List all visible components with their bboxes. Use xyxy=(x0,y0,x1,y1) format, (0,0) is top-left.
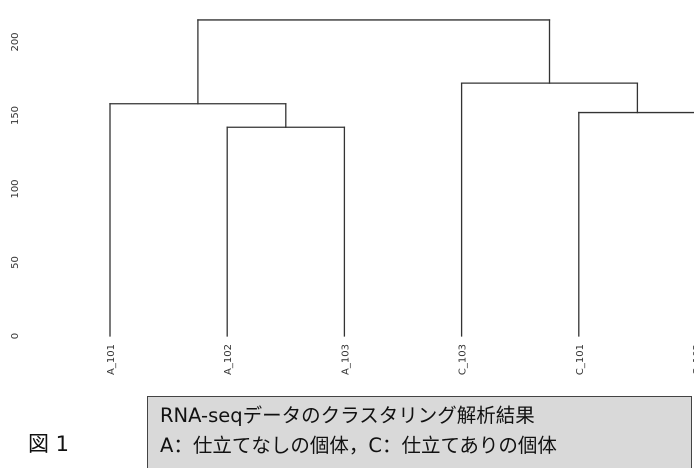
dendrogram-branches xyxy=(109,19,694,337)
figure-number-label: 図 1 xyxy=(28,432,70,456)
leaf-label: C_101 xyxy=(575,344,586,375)
leaf-label: C_102 xyxy=(692,344,694,375)
caption-line-2: A：仕立てなしの個体，C：仕立てありの個体 xyxy=(160,434,557,457)
leaf-label: A_103 xyxy=(340,344,351,375)
figure-caption: RNA-seqデータのクラスタリング解析結果 A：仕立てなしの個体，C：仕立てあ… xyxy=(147,396,692,468)
leaf-label: A_102 xyxy=(223,344,234,375)
y-tick-label: 0 xyxy=(10,333,21,339)
leaf-labels: A_101 A_102 A_103 C_103 C_101 C_102 xyxy=(106,344,694,375)
y-axis: 0 50 100 150 200 xyxy=(10,32,21,339)
y-tick-label: 100 xyxy=(10,179,21,198)
y-tick-label: 50 xyxy=(10,256,21,269)
caption-line-1: RNA-seqデータのクラスタリング解析結果 xyxy=(160,404,535,427)
y-tick-label: 150 xyxy=(10,106,21,125)
leaf-label: A_101 xyxy=(106,344,117,375)
leaf-label: C_103 xyxy=(458,344,469,375)
y-tick-label: 200 xyxy=(10,32,21,51)
